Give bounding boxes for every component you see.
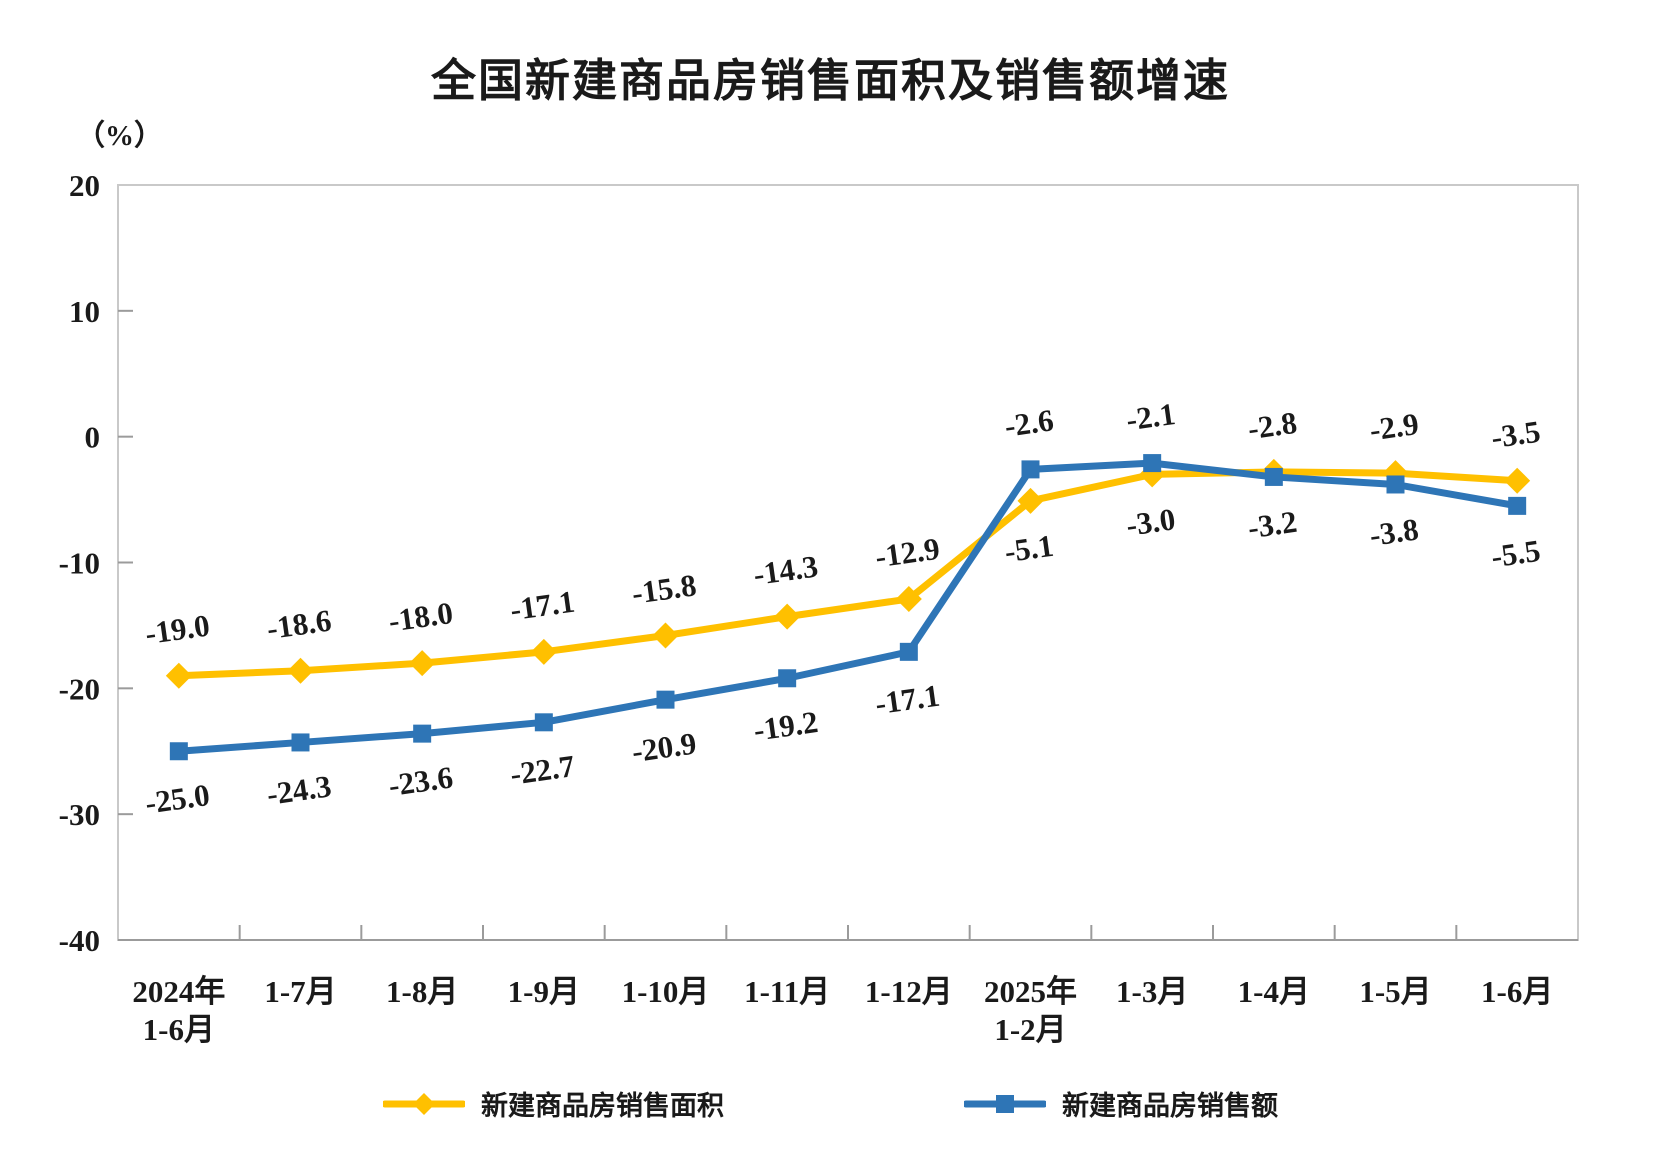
data-point-marker <box>1143 454 1162 473</box>
data-point-marker <box>169 742 188 761</box>
data-label: -2.1 <box>1124 396 1177 437</box>
x-axis-label: 1-5月 <box>1359 974 1431 1009</box>
legend-label-sales-value: 新建商品房销售额 <box>1062 1091 1278 1121</box>
data-label: -20.9 <box>630 725 699 769</box>
x-axis-label: 1-7月 <box>264 974 336 1009</box>
data-label: -19.2 <box>751 704 820 748</box>
y-tick-label: -20 <box>59 671 100 706</box>
data-point-marker <box>1021 460 1040 479</box>
x-axis-label: 1-12月 <box>865 974 953 1009</box>
data-label: -17.1 <box>873 678 942 722</box>
series-sales-value <box>169 454 1527 761</box>
data-label: -2.6 <box>1002 402 1055 443</box>
plot-border <box>117 184 1579 941</box>
legend-swatch-sales-area <box>381 1090 467 1118</box>
x-axis-label: 1-6月 <box>1481 974 1553 1009</box>
data-label: -3.8 <box>1367 511 1420 552</box>
x-axis-label: 1-10月 <box>622 974 710 1009</box>
legend-item-sales-value: 新建商品房销售额 <box>962 1084 1278 1123</box>
legend: 新建商品房销售面积 新建商品房销售额 <box>0 1084 1661 1123</box>
data-label: -14.3 <box>751 548 820 592</box>
y-tick-label: 10 <box>69 294 100 329</box>
x-axis-label: 1-11月 <box>744 974 830 1009</box>
y-tick-label: 0 <box>85 420 101 455</box>
data-point-marker <box>1386 475 1405 494</box>
data-point-marker <box>1017 487 1044 514</box>
x-axis-label: 1-9月 <box>508 974 580 1009</box>
square-marker-icon <box>962 1094 1048 1113</box>
data-label: -23.6 <box>386 759 455 803</box>
data-point-marker <box>409 650 436 677</box>
series-line <box>175 459 1521 755</box>
data-point-marker <box>534 713 553 732</box>
data-label: -24.3 <box>265 768 334 812</box>
data-label: -19.0 <box>143 608 212 652</box>
data-point-marker <box>1264 467 1283 486</box>
x-axis-label: 1-8月 <box>386 974 458 1009</box>
data-point-marker <box>165 662 192 689</box>
data-point-marker <box>413 724 432 743</box>
data-label: -22.7 <box>508 748 577 792</box>
x-axis-label: 1-4月 <box>1238 974 1310 1009</box>
data-label: -3.2 <box>1246 504 1299 545</box>
data-point-marker <box>774 603 801 630</box>
series-sales-area <box>165 458 1531 689</box>
y-tick-label: -30 <box>59 797 100 832</box>
data-point-marker <box>530 638 557 665</box>
data-label: -3.0 <box>1124 501 1177 542</box>
data-label: -5.1 <box>1002 528 1055 569</box>
data-label: -15.8 <box>630 567 699 611</box>
y-tick-label: -10 <box>59 546 100 581</box>
x-axis-label: 2025年 1-2月 <box>984 974 1077 1047</box>
data-point-marker <box>287 657 314 684</box>
legend-marker <box>996 1094 1014 1113</box>
data-label: -25.0 <box>143 777 212 821</box>
legend-label-sales-area: 新建商品房销售面积 <box>481 1091 724 1121</box>
x-axis-label: 1-3月 <box>1116 974 1188 1009</box>
chart-title: 全国新建商品房销售面积及销售额增速 <box>430 55 1230 106</box>
series-line <box>175 468 1521 680</box>
data-point-marker <box>778 669 797 688</box>
data-point-marker <box>652 622 679 649</box>
legend-swatch-sales-value <box>962 1090 1048 1118</box>
data-point-marker <box>895 585 922 612</box>
x-axis-label: 2024年 1-6月 <box>132 974 225 1047</box>
data-point-marker <box>899 642 918 661</box>
y-tick-label: 20 <box>69 168 100 203</box>
data-point-marker <box>291 733 310 752</box>
y-tick-label: -40 <box>59 923 100 958</box>
legend-item-sales-area: 新建商品房销售面积 <box>381 1084 724 1123</box>
legend-marker <box>413 1092 435 1115</box>
data-label: -18.6 <box>265 602 334 646</box>
data-label: -3.5 <box>1489 414 1542 455</box>
diamond-marker-icon <box>381 1092 467 1115</box>
y-axis-unit-label: （%） <box>76 120 164 152</box>
data-label: -2.8 <box>1246 405 1299 446</box>
data-label: -18.0 <box>386 595 455 639</box>
data-label: -2.9 <box>1367 406 1420 447</box>
data-label: -12.9 <box>873 531 942 575</box>
data-point-marker <box>656 690 675 709</box>
data-label: -17.1 <box>508 584 577 628</box>
data-point-marker <box>1504 467 1531 494</box>
data-label: -5.5 <box>1489 533 1542 574</box>
data-point-marker <box>1508 496 1527 515</box>
